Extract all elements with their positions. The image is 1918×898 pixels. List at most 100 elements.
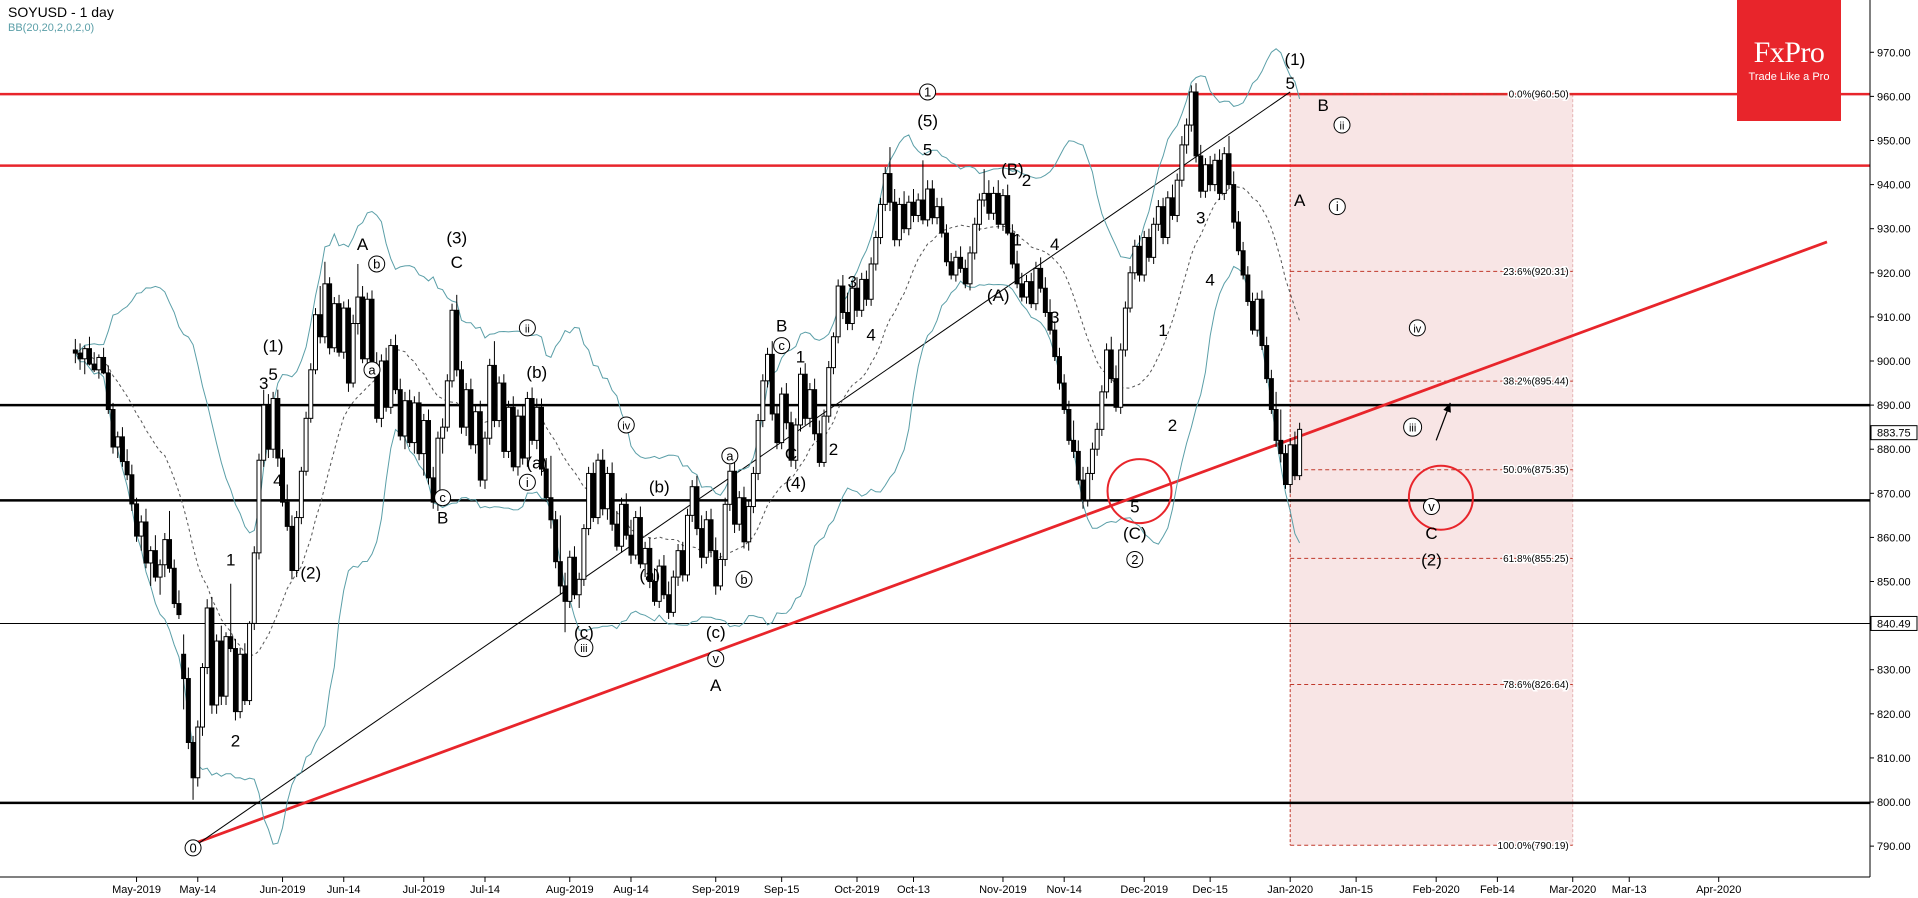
candle-250[interactable] — [1250, 292, 1256, 335]
candle-116[interactable] — [619, 497, 625, 553]
trendline-0[interactable] — [192, 240, 1828, 846]
candle-25[interactable] — [190, 735, 196, 800]
candle-233[interactable] — [1169, 184, 1175, 220]
candle-212[interactable] — [1071, 420, 1077, 459]
candle-126[interactable] — [666, 581, 672, 619]
candle-46[interactable] — [289, 515, 295, 580]
candle-121[interactable] — [642, 541, 648, 578]
candle-108[interactable] — [581, 524, 587, 586]
candle-118[interactable] — [628, 519, 634, 564]
candle-210[interactable] — [1061, 374, 1067, 414]
candle-171[interactable] — [878, 197, 884, 245]
candle-214[interactable] — [1080, 466, 1086, 509]
candle-203[interactable] — [1028, 272, 1034, 309]
candle-40[interactable] — [261, 389, 267, 467]
candle-211[interactable] — [1066, 400, 1072, 445]
candle-249[interactable] — [1245, 266, 1251, 306]
candle-28[interactable] — [204, 599, 210, 675]
candle-138[interactable] — [722, 497, 728, 567]
candle-112[interactable] — [600, 449, 606, 516]
candle-225[interactable] — [1132, 239, 1138, 280]
candle-227[interactable] — [1141, 230, 1147, 282]
candle-220[interactable] — [1108, 336, 1114, 384]
candle-205[interactable] — [1038, 257, 1044, 293]
candle-163[interactable] — [840, 275, 846, 320]
candle-11[interactable] — [124, 449, 130, 481]
candle-243[interactable] — [1217, 149, 1223, 201]
candle-82[interactable] — [458, 361, 464, 434]
candle-125[interactable] — [661, 555, 667, 600]
candle-253[interactable] — [1264, 336, 1270, 384]
candle-103[interactable] — [557, 515, 563, 595]
candle-55[interactable] — [331, 297, 337, 353]
candle-41[interactable] — [265, 394, 271, 459]
candle-257[interactable] — [1282, 444, 1288, 489]
candle-56[interactable] — [336, 294, 342, 357]
candle-129[interactable] — [680, 541, 686, 582]
candle-222[interactable] — [1118, 343, 1124, 414]
candle-182[interactable] — [929, 180, 935, 225]
candle-188[interactable] — [958, 246, 964, 273]
candle-177[interactable] — [906, 195, 912, 236]
candle-259[interactable] — [1292, 431, 1298, 481]
candle-148[interactable] — [769, 341, 775, 421]
candle-140[interactable] — [732, 460, 738, 533]
candle-3[interactable] — [86, 336, 92, 366]
candle-245[interactable] — [1226, 136, 1232, 189]
candle-122[interactable] — [647, 537, 653, 589]
candle-180[interactable] — [920, 160, 926, 225]
candle-234[interactable] — [1174, 173, 1180, 223]
candle-13[interactable] — [134, 497, 140, 542]
candle-124[interactable] — [656, 559, 662, 608]
candle-69[interactable] — [397, 378, 403, 441]
candle-63[interactable] — [369, 290, 375, 373]
candle-170[interactable] — [873, 230, 879, 271]
candle-143[interactable] — [746, 499, 752, 551]
candle-61[interactable] — [360, 286, 366, 364]
candle-1[interactable] — [77, 343, 83, 370]
candle-83[interactable] — [463, 383, 469, 436]
candle-153[interactable] — [793, 418, 799, 470]
candle-45[interactable] — [284, 484, 290, 531]
candle-22[interactable] — [176, 590, 182, 619]
candle-213[interactable] — [1075, 440, 1081, 485]
candle-23[interactable] — [181, 634, 187, 710]
candle-38[interactable] — [251, 546, 257, 631]
candle-133[interactable] — [699, 515, 705, 569]
candle-199[interactable] — [1009, 224, 1015, 269]
candle-223[interactable] — [1122, 301, 1128, 357]
candle-4[interactable] — [91, 352, 97, 373]
candle-194[interactable] — [986, 180, 992, 220]
candle-7[interactable] — [105, 365, 111, 414]
candle-252[interactable] — [1259, 290, 1265, 350]
candle-113[interactable] — [604, 466, 610, 520]
candle-90[interactable] — [496, 376, 502, 428]
candle-173[interactable] — [887, 147, 893, 212]
candle-228[interactable] — [1146, 228, 1152, 262]
candle-81[interactable] — [454, 294, 460, 377]
candle-185[interactable] — [943, 224, 949, 267]
candle-238[interactable] — [1193, 83, 1199, 163]
candle-221[interactable] — [1113, 365, 1119, 412]
candle-158[interactable] — [816, 420, 822, 467]
candle-86[interactable] — [477, 400, 483, 487]
candle-92[interactable] — [506, 400, 512, 459]
candle-179[interactable] — [915, 193, 921, 223]
candle-175[interactable] — [896, 197, 902, 247]
candle-6[interactable] — [101, 347, 107, 375]
candle-230[interactable] — [1155, 200, 1161, 231]
candle-19[interactable] — [162, 533, 168, 578]
candle-120[interactable] — [637, 506, 643, 569]
candle-60[interactable] — [355, 263, 361, 335]
candle-142[interactable] — [741, 486, 747, 549]
candle-128[interactable] — [675, 544, 681, 586]
candle-189[interactable] — [962, 259, 968, 289]
candle-215[interactable] — [1085, 466, 1091, 507]
candle-155[interactable] — [802, 363, 808, 425]
candle-160[interactable] — [826, 361, 832, 423]
candle-202[interactable] — [1024, 275, 1030, 304]
candle-168[interactable] — [863, 270, 869, 306]
candle-247[interactable] — [1235, 211, 1241, 256]
candle-135[interactable] — [708, 508, 714, 558]
